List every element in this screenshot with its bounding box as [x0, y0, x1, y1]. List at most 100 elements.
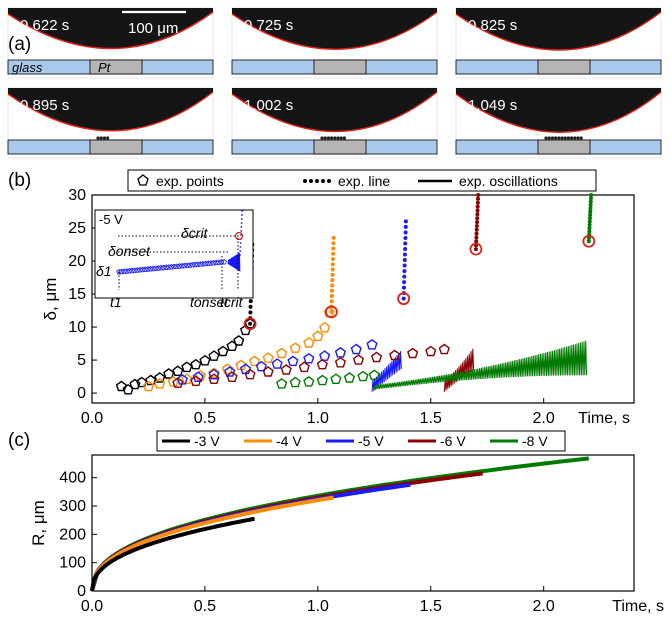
- legend-label: -4 V: [276, 433, 302, 449]
- critical-point-marker: [324, 305, 338, 319]
- data-point: [248, 355, 261, 367]
- frame-time-label: 1.049 s: [468, 97, 517, 114]
- exp-line-dot: [330, 283, 335, 288]
- inset-dotted-line: [240, 218, 243, 220]
- bubble-contour: [7, 91, 214, 132]
- data-point: [330, 373, 342, 384]
- exp-line-dot: [330, 262, 335, 267]
- photo-frame: 0.622 s: [7, 7, 214, 79]
- panel-c-label: (c): [8, 430, 30, 451]
- gas-pocket: [566, 136, 571, 140]
- photo-frame: 0.725 s: [231, 7, 438, 79]
- gas-pocket: [554, 136, 558, 140]
- exp-line-dot: [474, 239, 479, 244]
- exp-line-dot: [474, 223, 479, 228]
- exp-line-dot: [589, 193, 594, 197]
- inset-point: [150, 265, 156, 272]
- data-point: [368, 369, 380, 380]
- y-axis-label: δ, μm: [41, 278, 60, 321]
- series--5 V: [176, 219, 411, 392]
- exp-line-dot: [402, 274, 407, 279]
- exp-line-dot: [474, 235, 479, 240]
- inset-point: [168, 264, 175, 270]
- bubble-contour: [231, 11, 438, 50]
- gas-pocket: [320, 136, 324, 140]
- inset-point: [155, 265, 162, 271]
- series--6 V: [172, 193, 483, 392]
- data-point: [352, 354, 365, 365]
- data-point: [319, 350, 331, 361]
- legend-box: [156, 430, 566, 452]
- gas-pocket: [563, 136, 567, 140]
- data-point: [208, 350, 220, 361]
- y-tick-label: 15: [68, 286, 86, 303]
- data-point: [181, 361, 193, 373]
- legend-exp-line: exp. line: [338, 173, 390, 189]
- gas-pocket: [99, 136, 103, 140]
- exp-line-dot: [402, 269, 407, 274]
- gas-pocket: [550, 136, 555, 140]
- inset-point: [210, 260, 217, 266]
- inset-point: [118, 268, 125, 275]
- frame-time-label: 0.895 s: [20, 97, 69, 114]
- y-tick-label: 100: [59, 555, 86, 572]
- inset-dotted-line: [240, 230, 243, 232]
- inset-point: [152, 265, 159, 271]
- gas-pocket: [544, 136, 548, 140]
- y-tick-label: 0: [77, 583, 86, 600]
- scale-bar: 100 μm: [122, 10, 186, 37]
- exp-line-dot: [587, 216, 592, 221]
- legend-label: -5 V: [358, 433, 384, 449]
- legend-exp-points: exp. points: [156, 173, 224, 189]
- gas-pocket: [547, 136, 551, 140]
- critical-point-marker: [243, 317, 257, 331]
- data-point: [255, 360, 267, 372]
- legend-label: -6 V: [440, 433, 466, 449]
- exp-line-dot: [329, 309, 334, 314]
- inset-point: [187, 262, 193, 268]
- inset-point: [194, 261, 201, 267]
- inset-label: -5 V: [99, 212, 123, 227]
- data-point: [163, 368, 175, 379]
- bubble-image: [8, 88, 213, 131]
- radius-curve--5 V: [90, 482, 411, 592]
- x-tick-label: 0.0: [81, 410, 103, 427]
- y-tick-label: 10: [68, 319, 86, 336]
- exp-line-dot: [329, 294, 334, 299]
- frame-time-label: 0.825 s: [468, 17, 517, 34]
- y-tick-label: 400: [59, 470, 86, 487]
- inset-point: [176, 263, 183, 269]
- exp-line-dot: [475, 220, 480, 225]
- x-tick-label: 0.0: [81, 598, 103, 615]
- data-point: [271, 358, 283, 369]
- exp-line-dot: [403, 230, 408, 235]
- data-point: [262, 366, 274, 377]
- gas-pocket: [102, 136, 106, 140]
- panel-b-label: (b): [8, 170, 31, 191]
- exp-line-dot: [331, 251, 336, 256]
- scale-bar-label: 100 μm: [128, 20, 178, 37]
- inset-annotation-t-1: t1: [110, 294, 122, 310]
- inset-point: [116, 269, 122, 275]
- x-tick-label: 0.5: [194, 410, 216, 427]
- data-point: [199, 354, 211, 366]
- y-tick-label: 20: [68, 253, 86, 270]
- data-point: [303, 337, 315, 348]
- photo-frame: 1.049 s: [455, 87, 662, 159]
- data-point: [154, 378, 166, 389]
- exp-line-dot: [474, 227, 479, 232]
- oscillation-trace: [443, 348, 475, 392]
- exp-line-dot: [403, 224, 408, 229]
- exp-line-dot: [330, 272, 335, 277]
- pt-label: Pt: [98, 60, 112, 75]
- bubble-contour: [231, 91, 438, 133]
- exp-line-dot: [402, 252, 407, 257]
- critical-point-marker: [469, 242, 483, 256]
- inset-dotted-line: [239, 242, 242, 244]
- inset-point: [200, 261, 206, 267]
- exp-line-dot: [403, 235, 408, 240]
- panel-b-axes: 0.0 0.5 1.0 1.5 2.0 0 5 10 15 20 25 30 Time, s δ, μm: [41, 187, 630, 427]
- bubble-contour: [455, 91, 662, 133]
- series--4 V: [142, 235, 338, 392]
